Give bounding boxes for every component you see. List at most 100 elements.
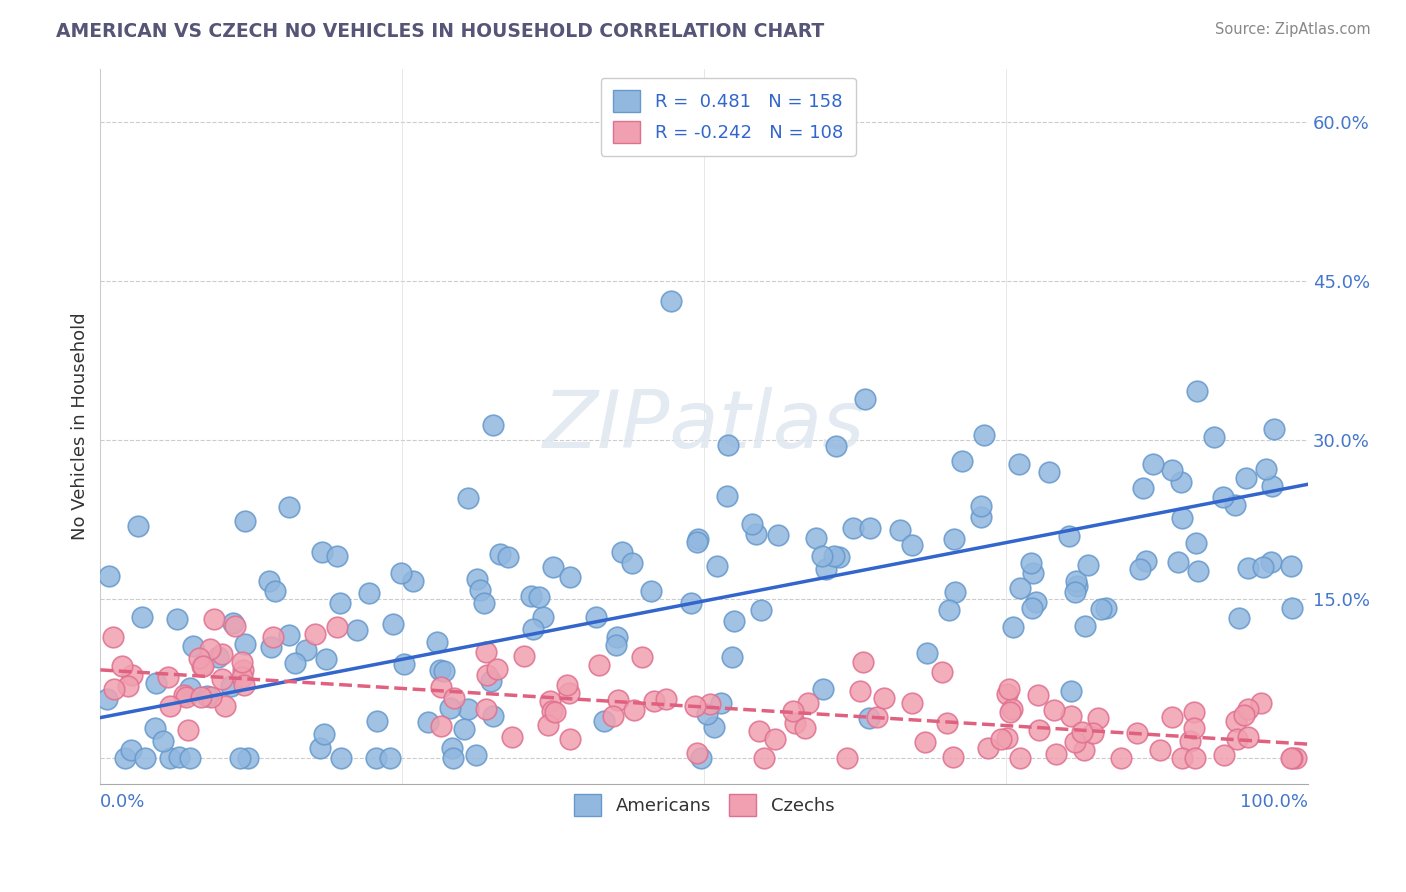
Point: [763, 731, 786, 746]
Point: [1187, 564, 1209, 578]
Point: [1149, 743, 1171, 757]
Point: [1237, 702, 1260, 716]
Point: [167, 749, 190, 764]
Point: [942, 532, 965, 546]
Point: [631, 649, 654, 664]
Point: [482, 709, 505, 723]
Point: [852, 655, 875, 669]
Point: [1227, 611, 1250, 625]
Point: [1234, 471, 1257, 485]
Point: [1038, 465, 1060, 479]
Point: [606, 630, 628, 644]
Point: [1237, 561, 1260, 575]
Text: 0.0%: 0.0%: [100, 793, 146, 811]
Point: [793, 722, 815, 736]
Point: [443, 691, 465, 706]
Point: [588, 657, 610, 672]
Point: [853, 392, 876, 407]
Point: [804, 531, 827, 545]
Point: [977, 741, 1000, 756]
Point: [1184, 751, 1206, 765]
Point: [623, 703, 645, 717]
Point: [195, 689, 218, 703]
Point: [529, 591, 551, 605]
Point: [796, 696, 818, 710]
Point: [945, 585, 967, 599]
Point: [935, 715, 957, 730]
Point: [858, 711, 880, 725]
Point: [191, 659, 214, 673]
Point: [995, 687, 1018, 701]
Point: [231, 656, 253, 670]
Point: [232, 677, 254, 691]
Point: [1250, 696, 1272, 710]
Point: [357, 586, 380, 600]
Legend: Americans, Czechs: Americans, Czechs: [565, 786, 844, 825]
Point: [176, 690, 198, 705]
Point: [811, 549, 834, 563]
Point: [346, 624, 368, 638]
Point: [1001, 620, 1024, 634]
Point: [159, 751, 181, 765]
Point: [1135, 553, 1157, 567]
Point: [232, 663, 254, 677]
Point: [229, 751, 252, 765]
Point: [224, 619, 246, 633]
Point: [717, 438, 740, 452]
Point: [766, 528, 789, 542]
Point: [681, 596, 703, 610]
Point: [111, 659, 134, 673]
Point: [1170, 475, 1192, 489]
Point: [389, 566, 412, 580]
Point: [1256, 462, 1278, 476]
Point: [716, 489, 738, 503]
Point: [1109, 751, 1132, 765]
Point: [782, 704, 804, 718]
Text: Source: ZipAtlas.com: Source: ZipAtlas.com: [1215, 22, 1371, 37]
Point: [214, 698, 236, 713]
Point: [134, 751, 156, 765]
Point: [537, 718, 560, 732]
Point: [474, 702, 496, 716]
Point: [257, 574, 280, 588]
Point: [688, 533, 710, 547]
Point: [378, 751, 401, 765]
Point: [640, 583, 662, 598]
Point: [1070, 725, 1092, 739]
Point: [593, 714, 616, 728]
Point: [430, 719, 453, 733]
Point: [173, 689, 195, 703]
Point: [942, 750, 965, 764]
Point: [706, 559, 728, 574]
Point: [973, 428, 995, 442]
Point: [1160, 462, 1182, 476]
Point: [699, 697, 721, 711]
Point: [103, 682, 125, 697]
Point: [166, 612, 188, 626]
Point: [1077, 558, 1099, 572]
Point: [1057, 529, 1080, 543]
Point: [605, 638, 627, 652]
Point: [211, 672, 233, 686]
Point: [915, 646, 938, 660]
Point: [1161, 710, 1184, 724]
Point: [489, 547, 512, 561]
Point: [1260, 479, 1282, 493]
Point: [901, 538, 924, 552]
Point: [152, 733, 174, 747]
Point: [117, 679, 139, 693]
Point: [998, 682, 1021, 697]
Point: [1142, 457, 1164, 471]
Point: [496, 549, 519, 564]
Point: [1022, 566, 1045, 580]
Point: [873, 691, 896, 706]
Point: [219, 679, 242, 693]
Point: [233, 514, 256, 528]
Point: [326, 620, 349, 634]
Point: [749, 602, 772, 616]
Point: [1008, 751, 1031, 765]
Point: [1185, 384, 1208, 398]
Point: [457, 702, 479, 716]
Point: [1263, 422, 1285, 436]
Point: [191, 659, 214, 673]
